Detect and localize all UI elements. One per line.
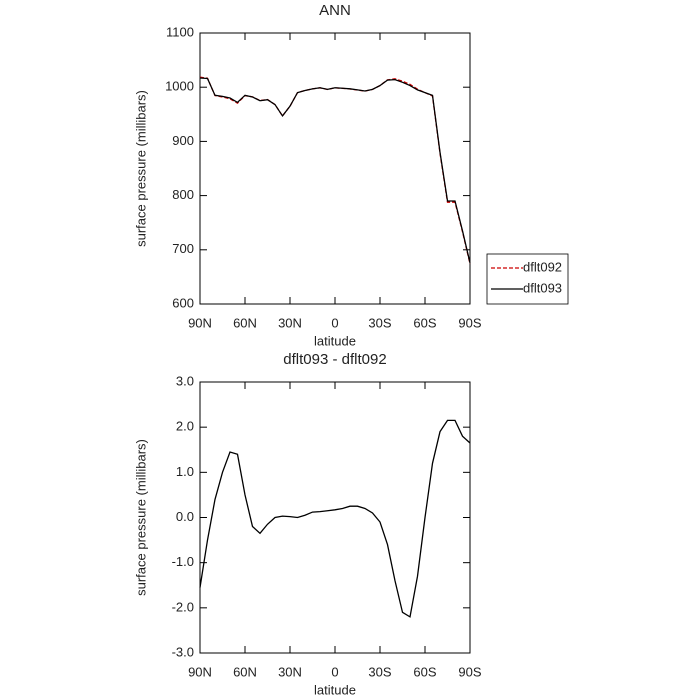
y-tick-label: 600 (172, 295, 194, 310)
x-tick-label: 60N (233, 315, 257, 330)
y-tick-label: 2.0 (176, 419, 194, 434)
chart-title: dflt093 - dflt092 (283, 351, 386, 368)
x-tick-label: 90S (458, 315, 481, 330)
x-tick-label: 60S (413, 315, 436, 330)
legend-label: dflt092 (523, 259, 562, 274)
series-line (199, 76, 471, 264)
y-axis-label: surface pressure (millibars) (133, 90, 148, 247)
y-tick-label: -1.0 (172, 554, 194, 569)
x-tick-label: 60N (233, 664, 257, 679)
y-tick-label: 800 (172, 187, 194, 202)
y-tick-label: -3.0 (172, 644, 194, 659)
x-axis-label: latitude (314, 333, 356, 348)
series-line (199, 419, 471, 618)
legend-box (486, 253, 569, 305)
y-axis-label: surface pressure (millibars) (133, 439, 148, 596)
y-tick-label: 1100 (166, 24, 194, 39)
plot-frame (199, 381, 471, 654)
y-tick-label: 700 (172, 241, 194, 256)
x-tick-label: 90N (188, 315, 212, 330)
y-tick-label: 3.0 (176, 373, 194, 388)
y-tick-label: 900 (172, 133, 194, 148)
series-line (199, 77, 471, 263)
y-tick-label: 1000 (165, 79, 194, 94)
chart-title: ANN (319, 2, 351, 19)
x-axis-label: latitude (314, 682, 356, 697)
x-tick-label: 30S (368, 664, 391, 679)
x-tick-label: 0 (331, 315, 338, 330)
x-tick-label: 30N (278, 315, 302, 330)
y-tick-label: 1.0 (176, 464, 194, 479)
x-tick-label: 60S (413, 664, 436, 679)
plot-frame (199, 32, 471, 305)
x-tick-label: 30S (368, 315, 391, 330)
x-tick-label: 30N (278, 664, 302, 679)
y-tick-label: -2.0 (172, 599, 194, 614)
legend-label: dflt093 (523, 280, 562, 295)
x-tick-label: 90N (188, 664, 212, 679)
x-tick-label: 90S (458, 664, 481, 679)
x-tick-label: 0 (331, 664, 338, 679)
y-tick-label: 0.0 (176, 509, 194, 524)
